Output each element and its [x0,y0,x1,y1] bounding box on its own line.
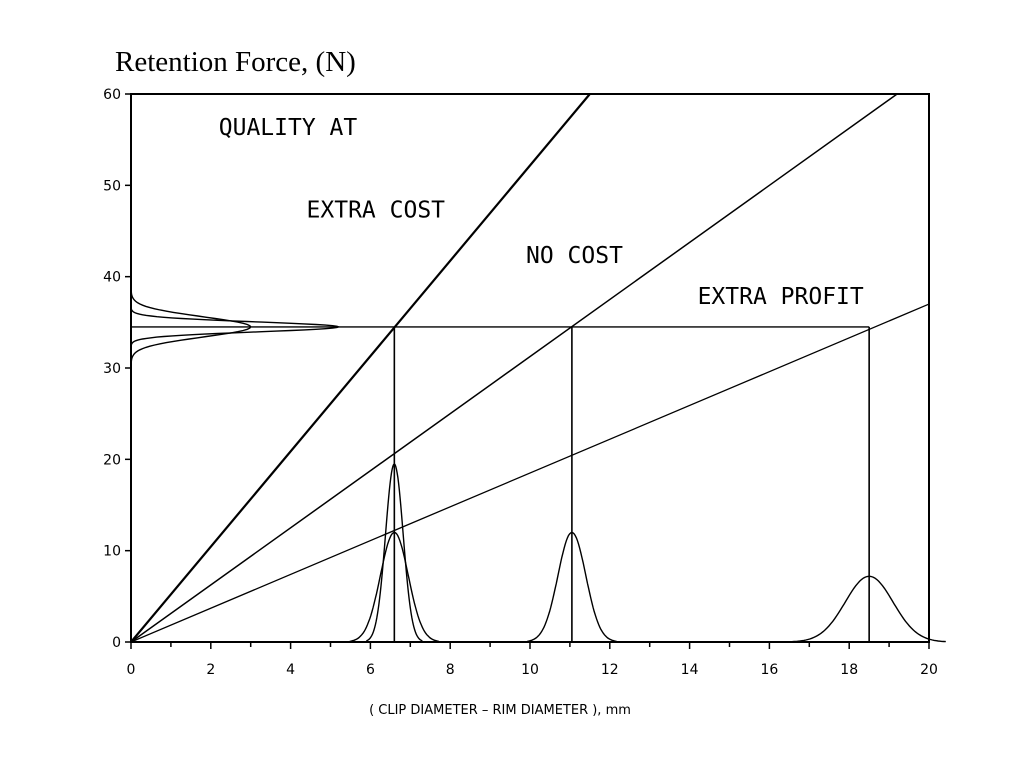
series-line [130,93,591,643]
x-tick-label: 6 [366,662,375,678]
chart-title: Retention Force, (N) [115,46,356,78]
x-tick-label: 12 [601,662,619,678]
annotation-label: EXTRA PROFIT [698,284,864,310]
diameter-distribution-curve [527,531,617,642]
annotation-label: NO COST [526,243,623,269]
x-tick-label: 10 [521,662,539,678]
diameter-distribution-curve [792,575,946,643]
series-line [130,93,898,643]
y-tick-label: 10 [103,544,121,560]
diameter-distribution-curve [366,462,423,642]
x-axis-ticks: 0 2 4 6 8 10 12 14 16 18 20 [127,642,938,678]
annotations: QUALITY AT EXTRA COST NO COST EXTRA PROFIT [219,115,864,310]
y-tick-label: 60 [103,87,121,103]
plot-frame [130,93,930,643]
y-tick-label: 30 [103,361,121,377]
y-tick-label: 40 [103,270,121,286]
series-line [130,303,930,643]
x-tick-label: 8 [446,662,455,678]
x-tick-label: 4 [286,662,295,678]
force-distribution-curve [130,302,341,351]
x-tick-label: 2 [206,662,215,678]
annotation-label: EXTRA COST [307,197,446,223]
series-lines [130,93,930,643]
x-tick-label: 14 [681,662,699,678]
drop-lines [131,326,870,642]
y-tick-label: 20 [103,452,121,468]
x-tick-label: 20 [920,662,938,678]
y-tick-label: 0 [112,635,121,651]
diameter-distribution-curve [349,531,440,642]
force-distribution-curve [130,278,252,376]
distribution-curves [130,278,946,643]
y-axis-ticks: 0 10 20 30 40 50 60 [103,87,131,651]
x-tick-label: 18 [840,662,858,678]
x-tick-label: 0 [127,662,136,678]
x-tick-label: 16 [760,662,778,678]
x-axis-label: ( CLIP DIAMETER – RIM DIAMETER ), mm [369,703,631,718]
annotation-label: QUALITY AT [219,115,358,141]
y-tick-label: 50 [103,178,121,194]
